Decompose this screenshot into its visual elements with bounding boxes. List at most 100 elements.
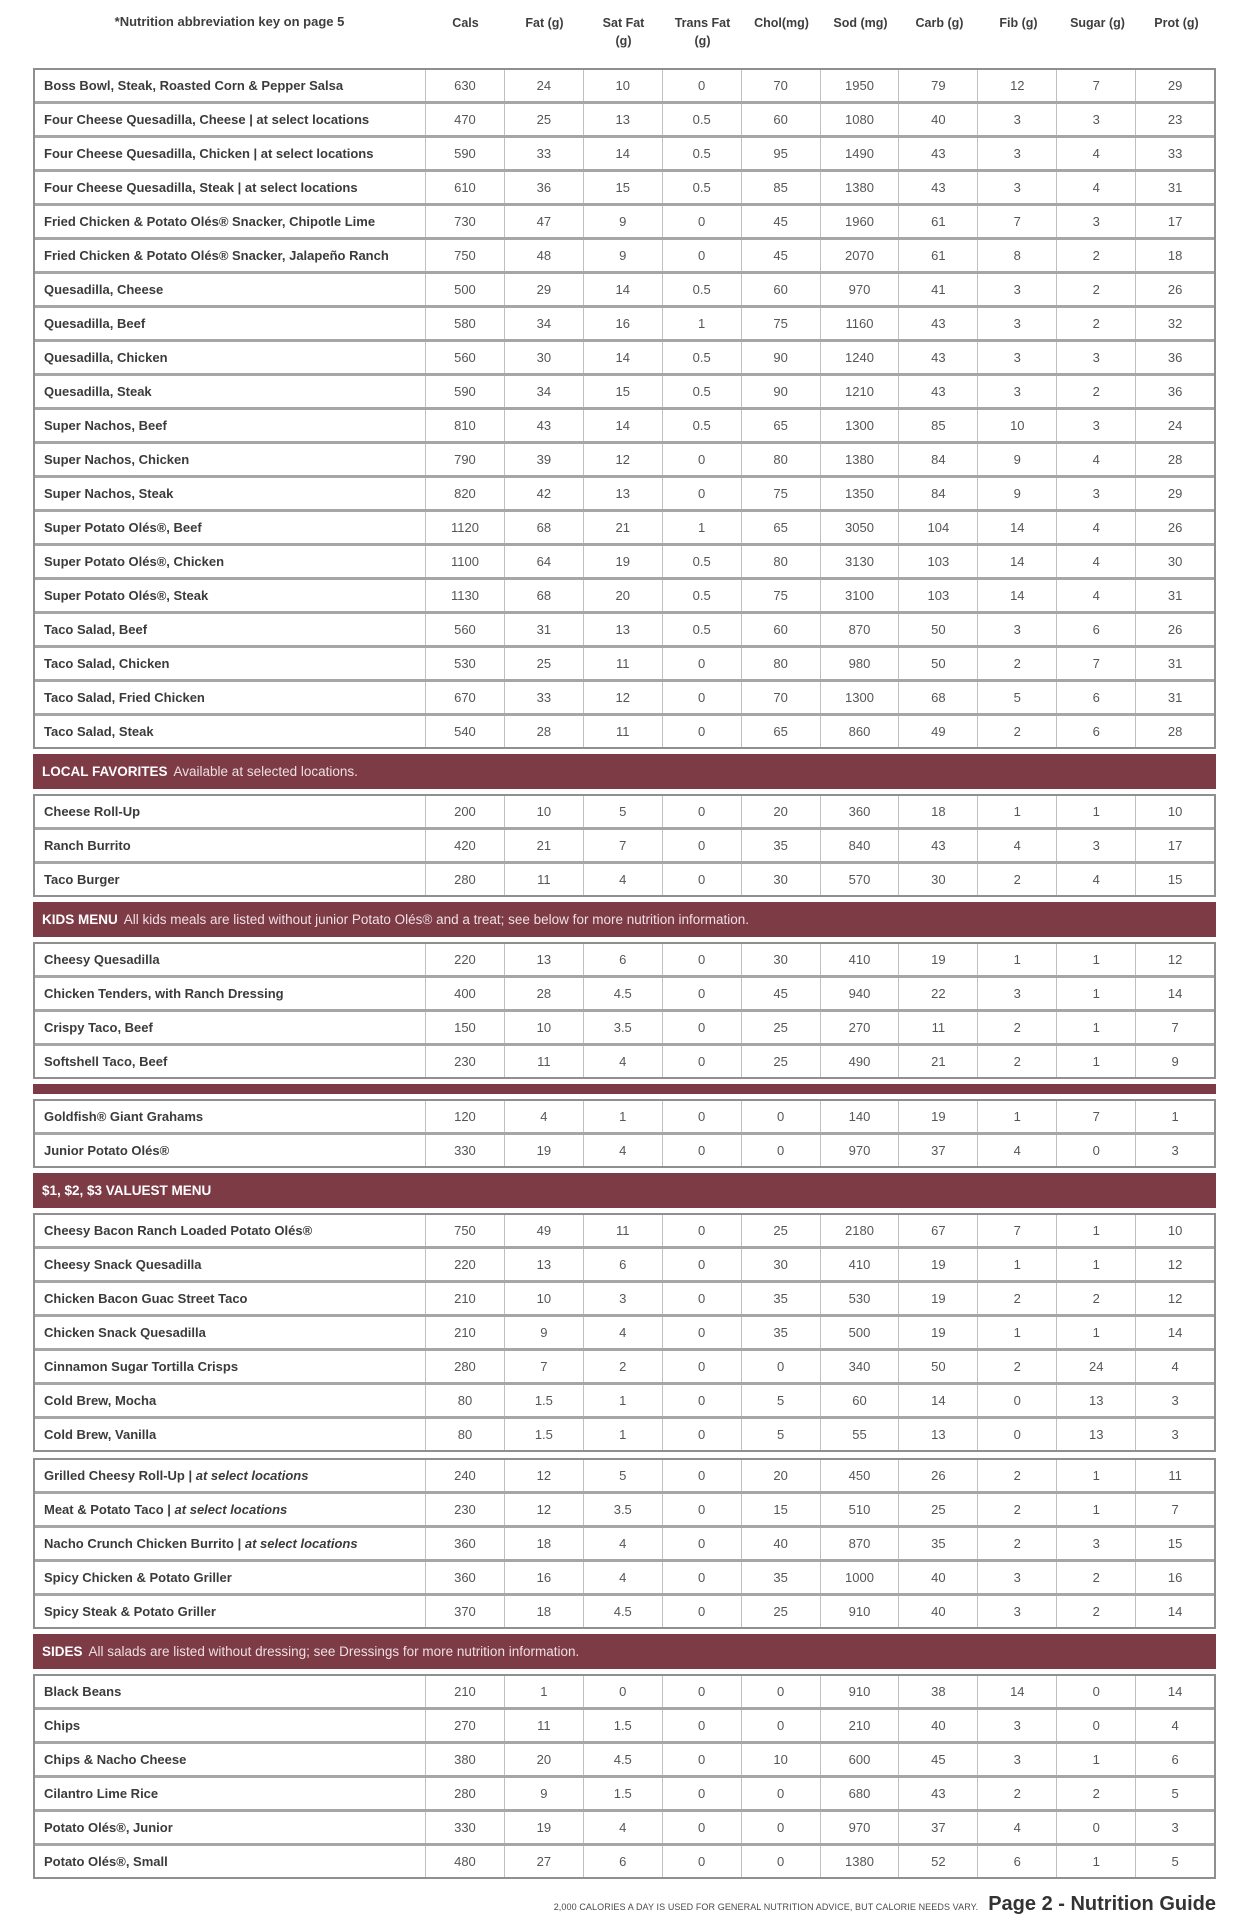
table-row: Grilled Cheesy Roll-Up | at select locat… — [35, 1460, 1214, 1491]
value-cell: 31 — [1167, 588, 1183, 603]
column-header-label: Sat Fat (g) — [602, 16, 645, 49]
item-name-cell: Spicy Steak & Potato Griller — [35, 1596, 426, 1627]
item-name: Fried Chicken & Potato Olés® Snacker, Ja… — [44, 248, 389, 263]
item-name-separator: | — [163, 1502, 175, 1517]
value-cell: 84 — [899, 444, 979, 475]
row-group: Cheesy Quesadilla 220 13 6 0 30 410 19 1 1 12 Chick… — [33, 942, 1216, 1079]
value-cell: 0 — [742, 1778, 821, 1809]
value-cell: 4 — [584, 1046, 663, 1077]
value-cell: 35 — [899, 1528, 979, 1559]
item-name: Goldfish® Giant Grahams — [44, 1109, 204, 1124]
value-cell: 4 — [1057, 512, 1137, 543]
value-cell: 0 — [663, 206, 742, 237]
value-cell: 21 — [505, 830, 584, 861]
value-cell: 4 — [584, 1812, 663, 1843]
value-cell: 43 — [899, 376, 979, 407]
item-name-cell: Potato Olés®, Small — [35, 1846, 426, 1877]
item-name-cell: Quesadilla, Steak — [35, 376, 426, 407]
value-cell: 0 — [742, 1101, 821, 1132]
availability-note: at select locations — [244, 1536, 358, 1551]
item-name-cell: Softshell Taco, Beef — [35, 1046, 426, 1077]
value-cell: 2180 — [821, 1215, 900, 1246]
item-name: Spicy Steak & Potato Griller — [44, 1604, 216, 1619]
column-header-carb-g: Carb (g) — [900, 14, 979, 68]
section-description: All kids meals are listed without junior… — [123, 912, 750, 927]
value-cell: 31 — [1167, 690, 1183, 705]
value-cell: 420 — [426, 830, 505, 861]
value-cell: 0 — [742, 1812, 821, 1843]
value-cell: 2 — [978, 1528, 1058, 1559]
table-row: Chicken Snack Quesadilla 210 9 4 0 35 500 19 1 1 1… — [35, 1314, 1214, 1348]
value-cell: 21 — [584, 512, 663, 543]
item-name: Four Cheese Quesadilla, Steak | at selec… — [44, 180, 358, 195]
value-cell: 0 — [663, 1596, 742, 1627]
value-cell: 2 — [1057, 274, 1137, 305]
column-header-label: Chol(mg) — [754, 16, 809, 30]
table-row: Quesadilla, Beef 580 34 16 1 75 1160 43 3 2 32 — [35, 305, 1214, 339]
value-cell: 29 — [1167, 78, 1183, 93]
item-name: Taco Burger — [44, 872, 120, 887]
item-name: Fried Chicken & Potato Olés® Snacker, Ch… — [44, 214, 376, 229]
value-cell: 1 — [1057, 944, 1137, 975]
column-header-sat-fat-g: Sat Fat (g) — [584, 14, 663, 68]
value-cell: 0 — [1057, 1135, 1137, 1166]
value-cell: 1 — [978, 1317, 1058, 1348]
value-cell: 19 — [899, 1101, 979, 1132]
value-cell: 910 — [821, 1676, 900, 1707]
table-row: Cheese Roll-Up 200 10 5 0 20 360 18 1 1 10 — [35, 796, 1214, 827]
item-name: Taco Salad, Steak — [44, 724, 154, 739]
value-cell: 22 — [899, 978, 979, 1009]
item-name-cell: Junior Potato Olés® — [35, 1135, 426, 1166]
page-footer: 2,000 CALORIES A DAY IS USED FOR GENERAL… — [33, 1893, 1216, 1916]
value-cell: 26 — [899, 1460, 979, 1491]
item-name: Taco Salad, Beef — [44, 622, 148, 637]
value-cell: 29 — [505, 274, 584, 305]
value-cell: 19 — [899, 944, 979, 975]
value-cell: 1960 — [821, 206, 900, 237]
value-cell: 14 — [1167, 1684, 1183, 1699]
value-cell: 26 — [1167, 622, 1183, 637]
value-cell: 2 — [1057, 1562, 1137, 1593]
value-cell: 1 — [1057, 1494, 1137, 1525]
table-row: Four Cheese Quesadilla, Chicken | at sel… — [35, 135, 1214, 169]
value-cell: 13 — [584, 614, 663, 645]
value-cell: 570 — [821, 864, 900, 895]
item-name-separator: | — [184, 1468, 196, 1483]
value-cell: 10 — [978, 410, 1058, 441]
value-cell: 4 — [1057, 546, 1137, 577]
value-cell: 16 — [584, 308, 663, 339]
value-cell: 470 — [426, 104, 505, 135]
value-cell: 0 — [663, 1317, 742, 1348]
value-cell: 0 — [742, 1351, 821, 1382]
value-cell: 150 — [426, 1012, 505, 1043]
item-name-cell: Grilled Cheesy Roll-Up | at select locat… — [35, 1460, 426, 1491]
value-cell: 14 — [978, 1676, 1058, 1707]
value-cell: 1 — [505, 1676, 584, 1707]
value-cell: 18 — [505, 1528, 584, 1559]
value-cell: 25 — [899, 1494, 979, 1525]
value-cell: 7 — [1057, 1101, 1137, 1132]
item-name-cell: Chips — [35, 1710, 426, 1741]
value-cell: 0 — [663, 1494, 742, 1525]
value-cell: 14 — [1167, 1604, 1183, 1619]
value-cell: 530 — [821, 1283, 900, 1314]
value-cell: 0 — [663, 1215, 742, 1246]
value-cell: 8 — [978, 240, 1058, 271]
value-cell: 30 — [742, 864, 821, 895]
value-cell: 9 — [978, 478, 1058, 509]
value-cell: 1950 — [821, 70, 900, 101]
section-title: KIDS MENU — [42, 912, 118, 927]
value-cell: 2070 — [821, 240, 900, 271]
value-cell: 31 — [505, 614, 584, 645]
value-cell: 14 — [584, 342, 663, 373]
value-cell: 37 — [899, 1812, 979, 1843]
value-cell: 530 — [426, 648, 505, 679]
column-header-fib-g: Fib (g) — [979, 14, 1058, 68]
item-name-separator: | — [233, 1536, 245, 1551]
value-cell: 18 — [1167, 248, 1183, 263]
value-cell: 1 — [1057, 1744, 1137, 1775]
value-cell: 0 — [663, 1046, 742, 1077]
value-cell: 120 — [426, 1101, 505, 1132]
item-name: Quesadilla, Beef — [44, 316, 146, 331]
